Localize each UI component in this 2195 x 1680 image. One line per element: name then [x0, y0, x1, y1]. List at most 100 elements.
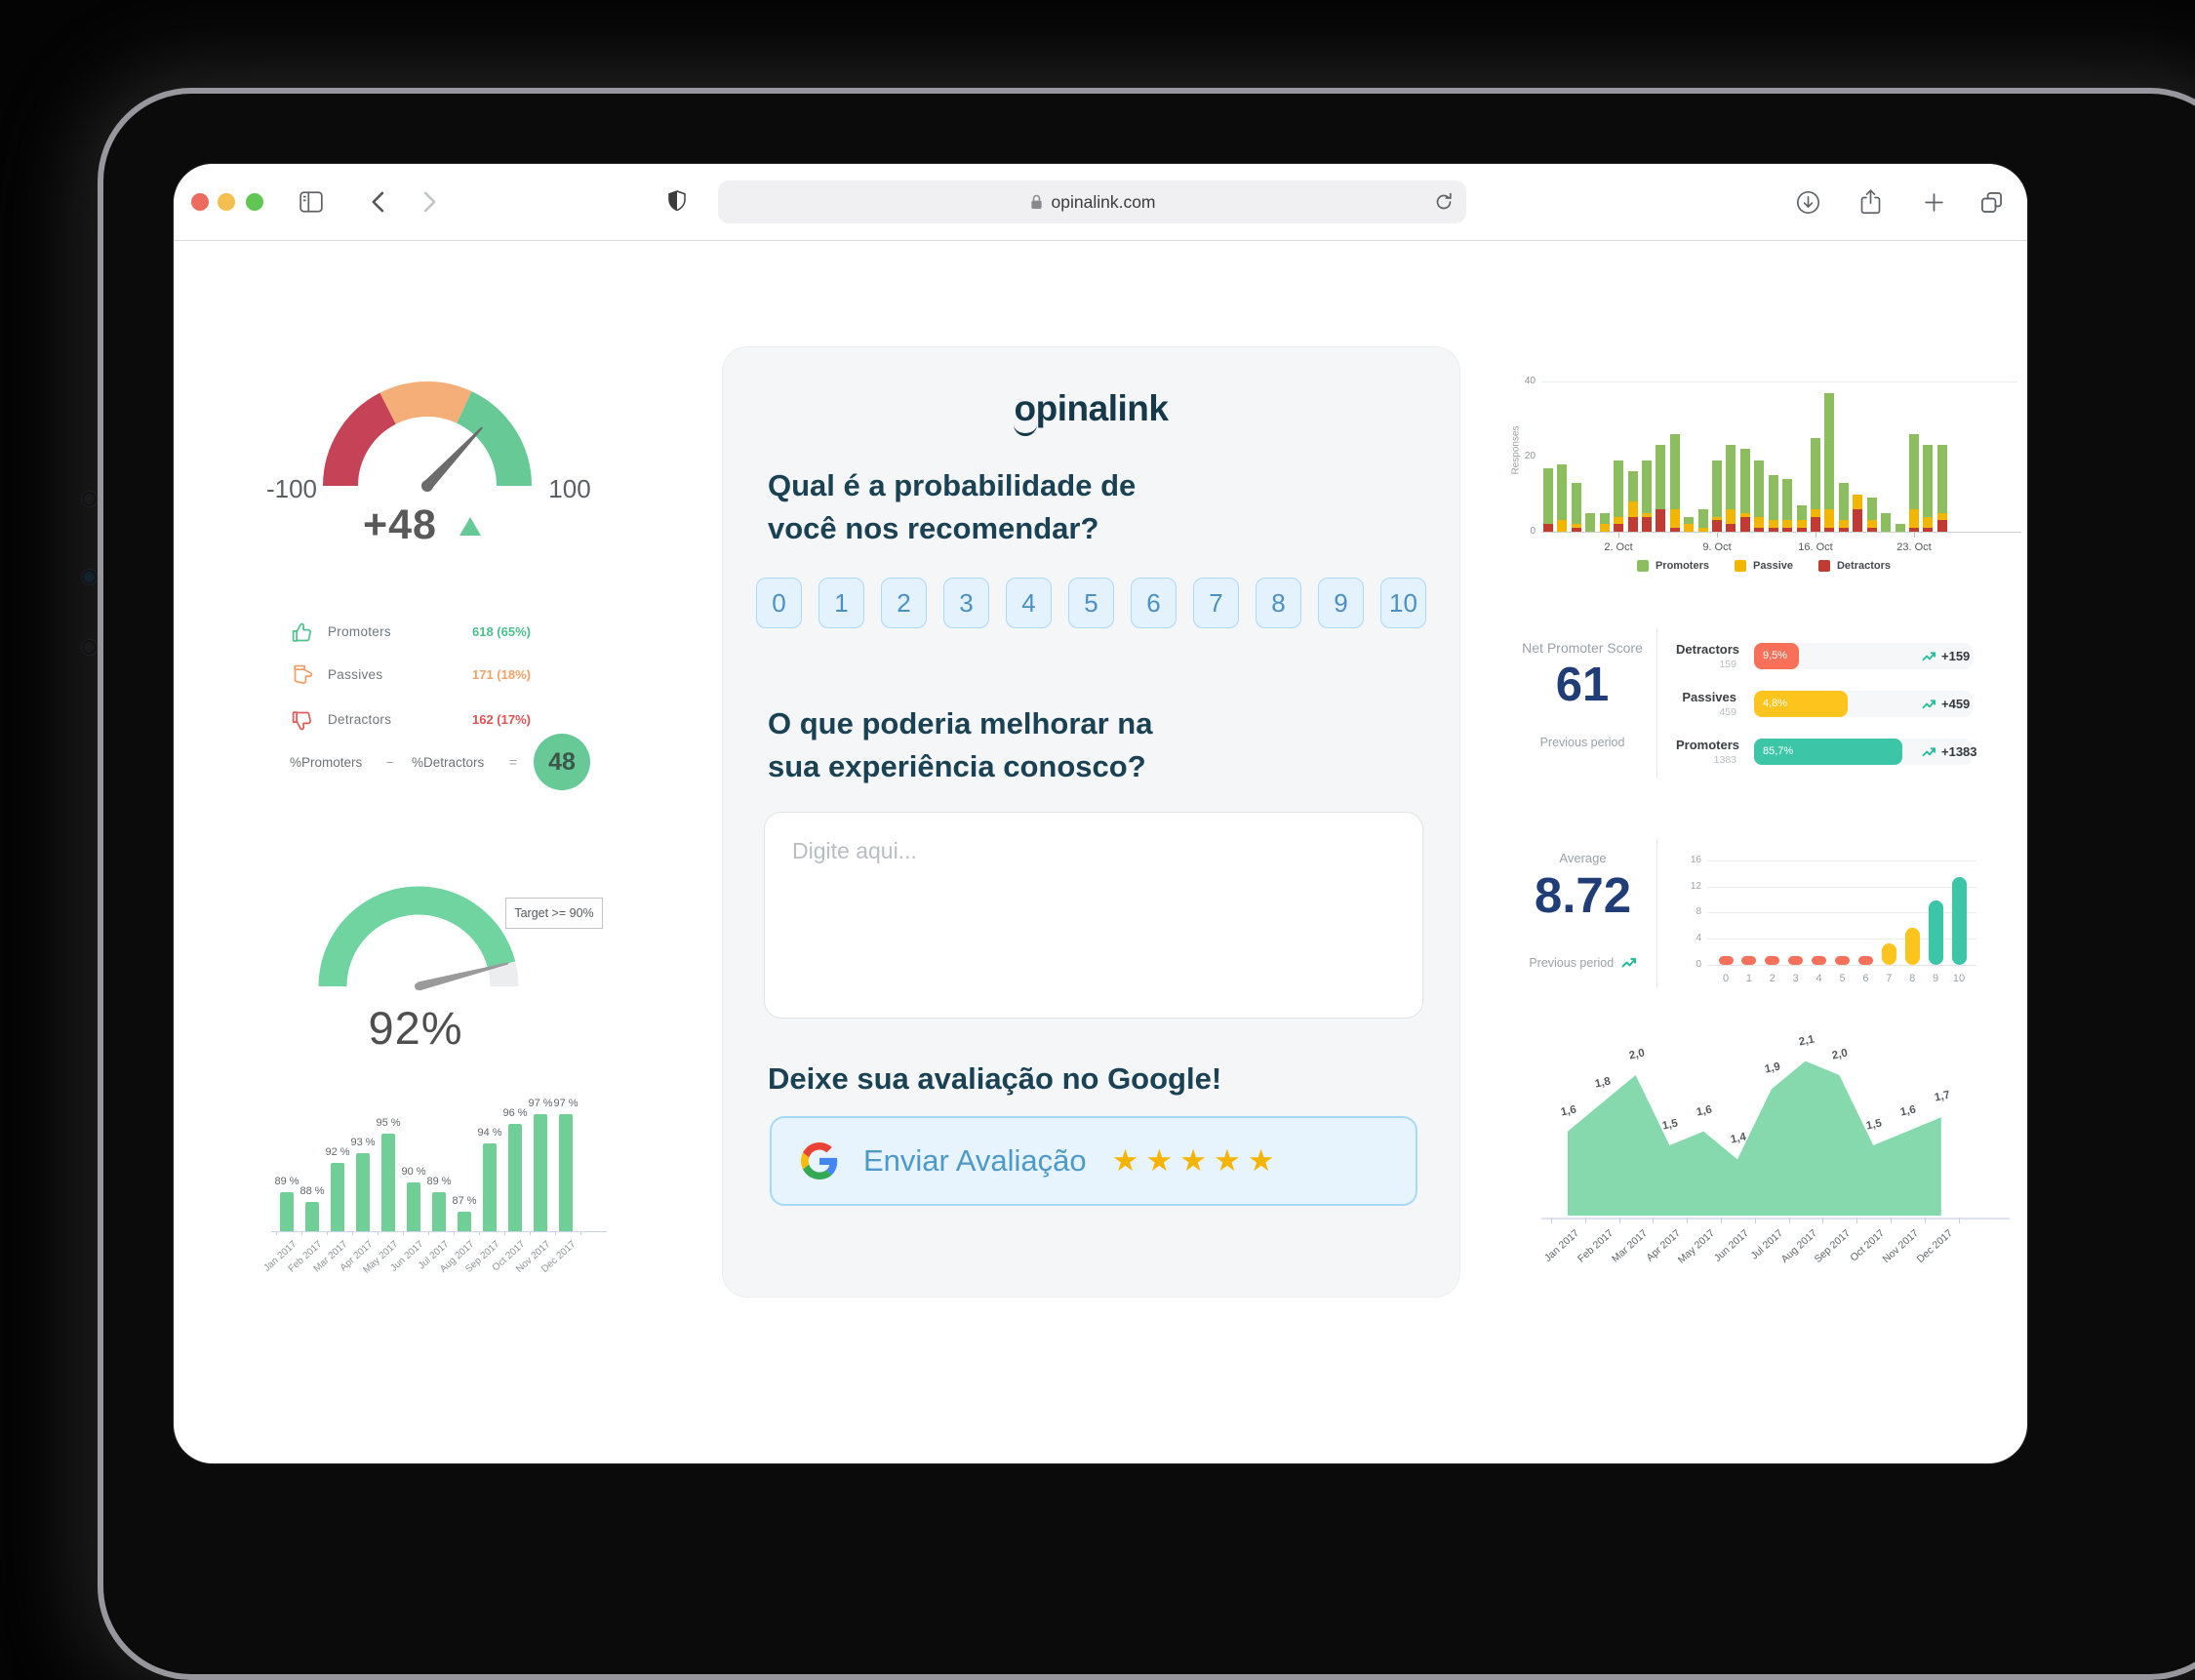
- legend-label: Promoters: [328, 624, 391, 639]
- address-bar[interactable]: opinalink.com: [718, 180, 1466, 223]
- bar-segment-detractors: [1670, 528, 1680, 532]
- axis-tick: [479, 1231, 480, 1235]
- bar-segment-detractors: [1628, 516, 1638, 532]
- tabs-icon[interactable]: [1978, 189, 2005, 216]
- row-count: 1383: [1713, 754, 1736, 766]
- bar-value-label: 97 %: [553, 1098, 579, 1109]
- bar-segment-detractors: [1614, 524, 1623, 532]
- nps-score-button-2[interactable]: 2: [881, 578, 927, 628]
- nps-score-button-8[interactable]: 8: [1256, 578, 1301, 628]
- nps-score-button-5[interactable]: 5: [1068, 578, 1114, 628]
- gridline: [1707, 912, 1976, 914]
- x-axis-tick: [1618, 533, 1619, 538]
- bar-value-label: 90 %: [401, 1166, 426, 1178]
- nps-score-button-9[interactable]: 9: [1318, 578, 1364, 628]
- back-icon[interactable]: [367, 189, 390, 215]
- bar: [1881, 942, 1896, 965]
- bar: [559, 1114, 573, 1231]
- axis-tick: [1584, 1218, 1586, 1223]
- nps-score-button-10[interactable]: 10: [1380, 578, 1426, 628]
- bar: [381, 1134, 395, 1231]
- sidebar-icon[interactable]: [299, 190, 324, 214]
- bar-segment-passive: [1698, 528, 1708, 532]
- nps-score-button-6[interactable]: 6: [1131, 578, 1177, 628]
- axis-tick: [1924, 1218, 1926, 1223]
- five-stars-icon: ★★★★★: [1111, 1143, 1282, 1178]
- bar-segment-promoters: [1839, 482, 1849, 521]
- tablet-screen: opinalink.com: [174, 164, 2027, 1463]
- trend-up-icon: [1922, 650, 1936, 661]
- axis-tick: [454, 1231, 455, 1235]
- bar-value-label: 88 %: [299, 1185, 325, 1197]
- bar-segment-promoters: [1896, 524, 1905, 532]
- nps-score-button-3[interactable]: 3: [943, 578, 989, 628]
- bar-segment-promoters: [1740, 449, 1750, 513]
- axis-tick: [327, 1231, 328, 1235]
- bar-segment-passive: [1782, 520, 1792, 529]
- gauge-min-label: -100: [265, 474, 318, 503]
- axis-tick: [403, 1231, 404, 1235]
- x-tick-label: 8: [1909, 973, 1916, 984]
- target-gauge-chart: [316, 882, 523, 998]
- x-tick-label: Aug 2017: [1778, 1227, 1819, 1266]
- bar-segment-detractors: [1797, 528, 1807, 532]
- bar-segment-passive: [1712, 516, 1722, 521]
- nps-score-button-1[interactable]: 1: [818, 578, 864, 628]
- logo-rest: pinalink: [1035, 388, 1169, 428]
- bar: [508, 1124, 522, 1231]
- delta-value: +159: [1941, 649, 1971, 663]
- axis-tick: [580, 1231, 581, 1235]
- score-distribution-chart: 0 4 8 12 16 0 1 2 3 4 5 6 7 8 9 10: [1666, 847, 2003, 993]
- bar: [1904, 927, 1920, 965]
- y-tick-label: 12: [1690, 880, 1701, 892]
- percent-pill: 4,8%: [1754, 691, 1848, 717]
- download-icon[interactable]: [1795, 189, 1821, 216]
- nps-score-button-7[interactable]: 7: [1193, 578, 1239, 628]
- bar: [483, 1143, 497, 1231]
- google-review-heading: Deixe sua avaliação no Google!: [768, 1061, 1222, 1096]
- bar-segment-detractors: [1769, 528, 1778, 532]
- google-review-button[interactable]: Enviar Avaliação ★★★★★: [770, 1116, 1417, 1206]
- new-tab-icon[interactable]: [1922, 190, 1946, 215]
- bar: [1835, 956, 1850, 965]
- nps-score-button-0[interactable]: 0: [756, 578, 802, 628]
- bar: [331, 1163, 344, 1231]
- bar-segment-passive: [1740, 512, 1750, 517]
- x-tick-label: Sep 2017: [1812, 1227, 1854, 1266]
- tablet-device: opinalink.com: [82, 88, 2195, 1680]
- bar-segment-passive: [1600, 524, 1610, 532]
- question-recommend-line1: Qual é a probabilidade de: [768, 468, 1137, 502]
- monthly-percent-chart: 89 % Jan 2017 88 % Feb 2017 92 % Mar 2017 93 %…: [261, 1093, 622, 1276]
- x-axis-tick: [1914, 533, 1915, 538]
- bar-segment-passive: [1839, 520, 1849, 529]
- bar-value-label: 94 %: [477, 1127, 502, 1139]
- share-icon[interactable]: [1857, 187, 1884, 217]
- bar: [1928, 900, 1943, 965]
- nps-score-button-4[interactable]: 4: [1006, 578, 1052, 628]
- google-g-icon: [801, 1142, 838, 1180]
- bar-segment-passive: [1797, 520, 1807, 529]
- x-tick-label: 5: [1839, 973, 1846, 984]
- gridline: [1707, 939, 1976, 940]
- question-improve-line1: O que poderia melhorar na: [768, 706, 1153, 740]
- minimize-window-button[interactable]: [218, 193, 235, 211]
- forward-icon[interactable]: [418, 189, 441, 215]
- side-camera-dot: [82, 570, 97, 584]
- bar-value-label: 89 %: [274, 1176, 299, 1187]
- bar: [458, 1212, 471, 1231]
- bar-segment-passive: [1642, 512, 1652, 517]
- axis-tick: [1687, 1218, 1689, 1223]
- reload-icon[interactable]: [1433, 190, 1455, 219]
- bar-segment-promoters: [1628, 471, 1638, 502]
- privacy-shield-icon[interactable]: [665, 187, 689, 217]
- close-window-button[interactable]: [191, 193, 209, 211]
- comment-input[interactable]: [764, 812, 1423, 1019]
- bar-segment-promoters: [1881, 512, 1891, 532]
- axis-tick: [1754, 1218, 1756, 1223]
- average-previous-label: Previous period: [1529, 956, 1615, 970]
- x-tick-label: 2. Oct: [1604, 541, 1633, 553]
- bar-segment-passive: [1670, 508, 1680, 529]
- bar-segment-detractors: [1909, 528, 1919, 532]
- zoom-window-button[interactable]: [246, 193, 263, 211]
- question-improve: O que poderia melhorar na sua experiênci…: [768, 702, 1152, 788]
